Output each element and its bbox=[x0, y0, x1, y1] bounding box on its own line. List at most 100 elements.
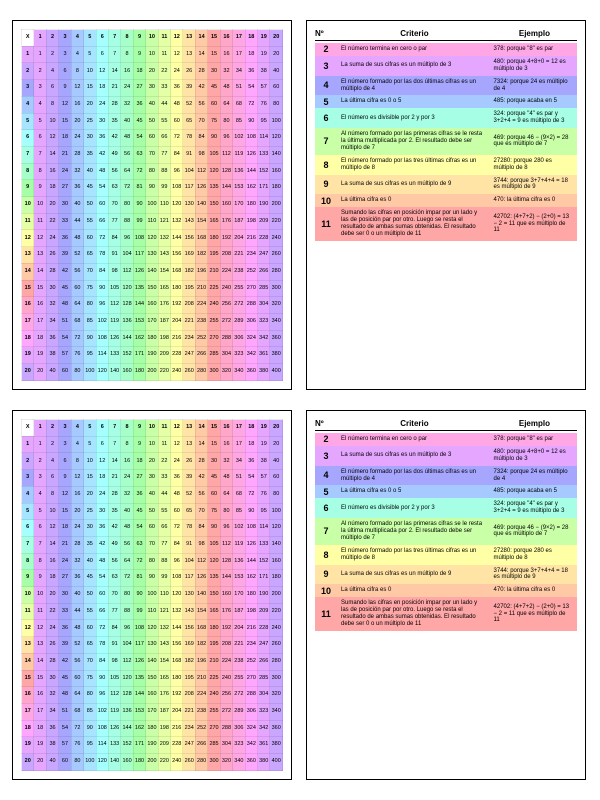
mult-cell: 160 bbox=[121, 754, 133, 771]
mult-row-header: 1 bbox=[22, 436, 34, 453]
mult-col-header: 8 bbox=[121, 420, 133, 437]
mult-cell: 102 bbox=[96, 313, 108, 330]
mult-cell: 5 bbox=[34, 113, 46, 130]
mult-cell: 120 bbox=[270, 130, 283, 147]
mult-cell: 126 bbox=[245, 536, 257, 553]
mult-cell: 76 bbox=[71, 737, 83, 754]
mult-cell: 80 bbox=[84, 687, 96, 704]
mult-cell: 204 bbox=[171, 703, 183, 720]
mult-cell: 12 bbox=[46, 520, 58, 537]
mult-cell: 16 bbox=[46, 163, 58, 180]
mult-cell: 105 bbox=[108, 670, 120, 687]
mult-cell: 20 bbox=[46, 197, 58, 214]
mult-cell: 153 bbox=[233, 180, 245, 197]
mult-cell: 70 bbox=[146, 536, 158, 553]
mult-col-header: 6 bbox=[96, 420, 108, 437]
mult-cell: 40 bbox=[46, 754, 58, 771]
mult-cell: 306 bbox=[245, 703, 257, 720]
mult-cell: 102 bbox=[96, 703, 108, 720]
mult-cell: 110 bbox=[158, 587, 170, 604]
mult-row-header: 6 bbox=[22, 130, 34, 147]
mult-cell: 80 bbox=[270, 486, 283, 503]
mult-cell: 21 bbox=[108, 80, 120, 97]
mult-cell: 104 bbox=[121, 637, 133, 654]
mult-cell: 20 bbox=[84, 96, 96, 113]
mult-cell: 7 bbox=[34, 536, 46, 553]
mult-cell: 66 bbox=[96, 213, 108, 230]
mult-col-header: 17 bbox=[233, 420, 245, 437]
mult-cell: 304 bbox=[258, 297, 270, 314]
mult-cell: 156 bbox=[171, 637, 183, 654]
mult-cell: 88 bbox=[158, 163, 170, 180]
mult-cell: 72 bbox=[245, 486, 257, 503]
mult-cell: 39 bbox=[183, 80, 195, 97]
mult-cell: 156 bbox=[171, 247, 183, 264]
mult-cell: 85 bbox=[233, 503, 245, 520]
mult-cell: 320 bbox=[270, 297, 283, 314]
mult-cell: 85 bbox=[84, 313, 96, 330]
mult-cell: 280 bbox=[270, 263, 283, 280]
mult-cell: 120 bbox=[171, 587, 183, 604]
mult-cell: 104 bbox=[183, 163, 195, 180]
mult-cell: 2 bbox=[46, 46, 58, 63]
mult-cell: 54 bbox=[245, 470, 257, 487]
mult-cell: 144 bbox=[245, 163, 257, 180]
mult-cell: 55 bbox=[84, 603, 96, 620]
mult-cell: 52 bbox=[183, 486, 195, 503]
mult-cell: 45 bbox=[84, 570, 96, 587]
mult-cell: 56 bbox=[71, 263, 83, 280]
mult-cell: 98 bbox=[108, 263, 120, 280]
mult-cell: 36 bbox=[59, 620, 71, 637]
mult-cell: 11 bbox=[34, 603, 46, 620]
mult-cell: 8 bbox=[71, 453, 83, 470]
mult-cell: 126 bbox=[108, 330, 120, 347]
crit-row: 5La última cifra es 0 o 5485: porque aca… bbox=[315, 485, 577, 498]
mult-cell: 6 bbox=[34, 130, 46, 147]
mult-cell: 289 bbox=[233, 313, 245, 330]
mult-cell: 36 bbox=[245, 453, 257, 470]
crit-e: 470: la última cifra es 0 bbox=[490, 194, 577, 207]
mult-cell: 126 bbox=[133, 653, 145, 670]
mult-cell: 9 bbox=[133, 46, 145, 63]
mult-row-header: 2 bbox=[22, 63, 34, 80]
mult-cell: 255 bbox=[233, 670, 245, 687]
mult-cell: 323 bbox=[258, 313, 270, 330]
mult-cell: 64 bbox=[220, 486, 232, 503]
mult-cell: 110 bbox=[146, 213, 158, 230]
mult-cell: 180 bbox=[146, 720, 158, 737]
crit-c: La suma de sus cifras es un múltiplo de … bbox=[337, 175, 490, 195]
mult-cell: 60 bbox=[84, 230, 96, 247]
mult-cell: 220 bbox=[158, 754, 170, 771]
crit-head-c: Criterio bbox=[337, 419, 492, 428]
mult-col-header: 3 bbox=[59, 420, 71, 437]
mult-cell: 10 bbox=[84, 453, 96, 470]
mult-col-header: 2 bbox=[46, 30, 58, 47]
mult-cell: 13 bbox=[34, 637, 46, 654]
mult-cell: 50 bbox=[146, 503, 158, 520]
mult-cell: 48 bbox=[121, 520, 133, 537]
mult-cell: 90 bbox=[84, 330, 96, 347]
mult-cell: 168 bbox=[195, 230, 207, 247]
mult-cell: 65 bbox=[183, 113, 195, 130]
mult-cell: 180 bbox=[133, 754, 145, 771]
crit-row: 6El número es divisible por 2 y por 3324… bbox=[315, 108, 577, 128]
mult-cell: 323 bbox=[258, 703, 270, 720]
mult-cell: 15 bbox=[208, 436, 220, 453]
mult-cell: 14 bbox=[46, 536, 58, 553]
mult-cell: 70 bbox=[84, 653, 96, 670]
mult-cell: 77 bbox=[158, 146, 170, 163]
mult-cell: 72 bbox=[171, 520, 183, 537]
mult-cell: 140 bbox=[146, 653, 158, 670]
mult-row-header: 8 bbox=[22, 553, 34, 570]
mult-cell: 169 bbox=[183, 637, 195, 654]
mult-cell: 96 bbox=[220, 130, 232, 147]
mult-cell: 60 bbox=[59, 364, 71, 381]
mult-cell: 135 bbox=[133, 670, 145, 687]
mult-cell: 176 bbox=[158, 297, 170, 314]
mult-cell: 20 bbox=[270, 46, 283, 63]
mult-cell: 280 bbox=[270, 653, 283, 670]
mult-cell: 361 bbox=[258, 347, 270, 364]
mult-cell: 198 bbox=[158, 330, 170, 347]
mult-cell: 8 bbox=[46, 486, 58, 503]
mult-cell: 221 bbox=[183, 313, 195, 330]
